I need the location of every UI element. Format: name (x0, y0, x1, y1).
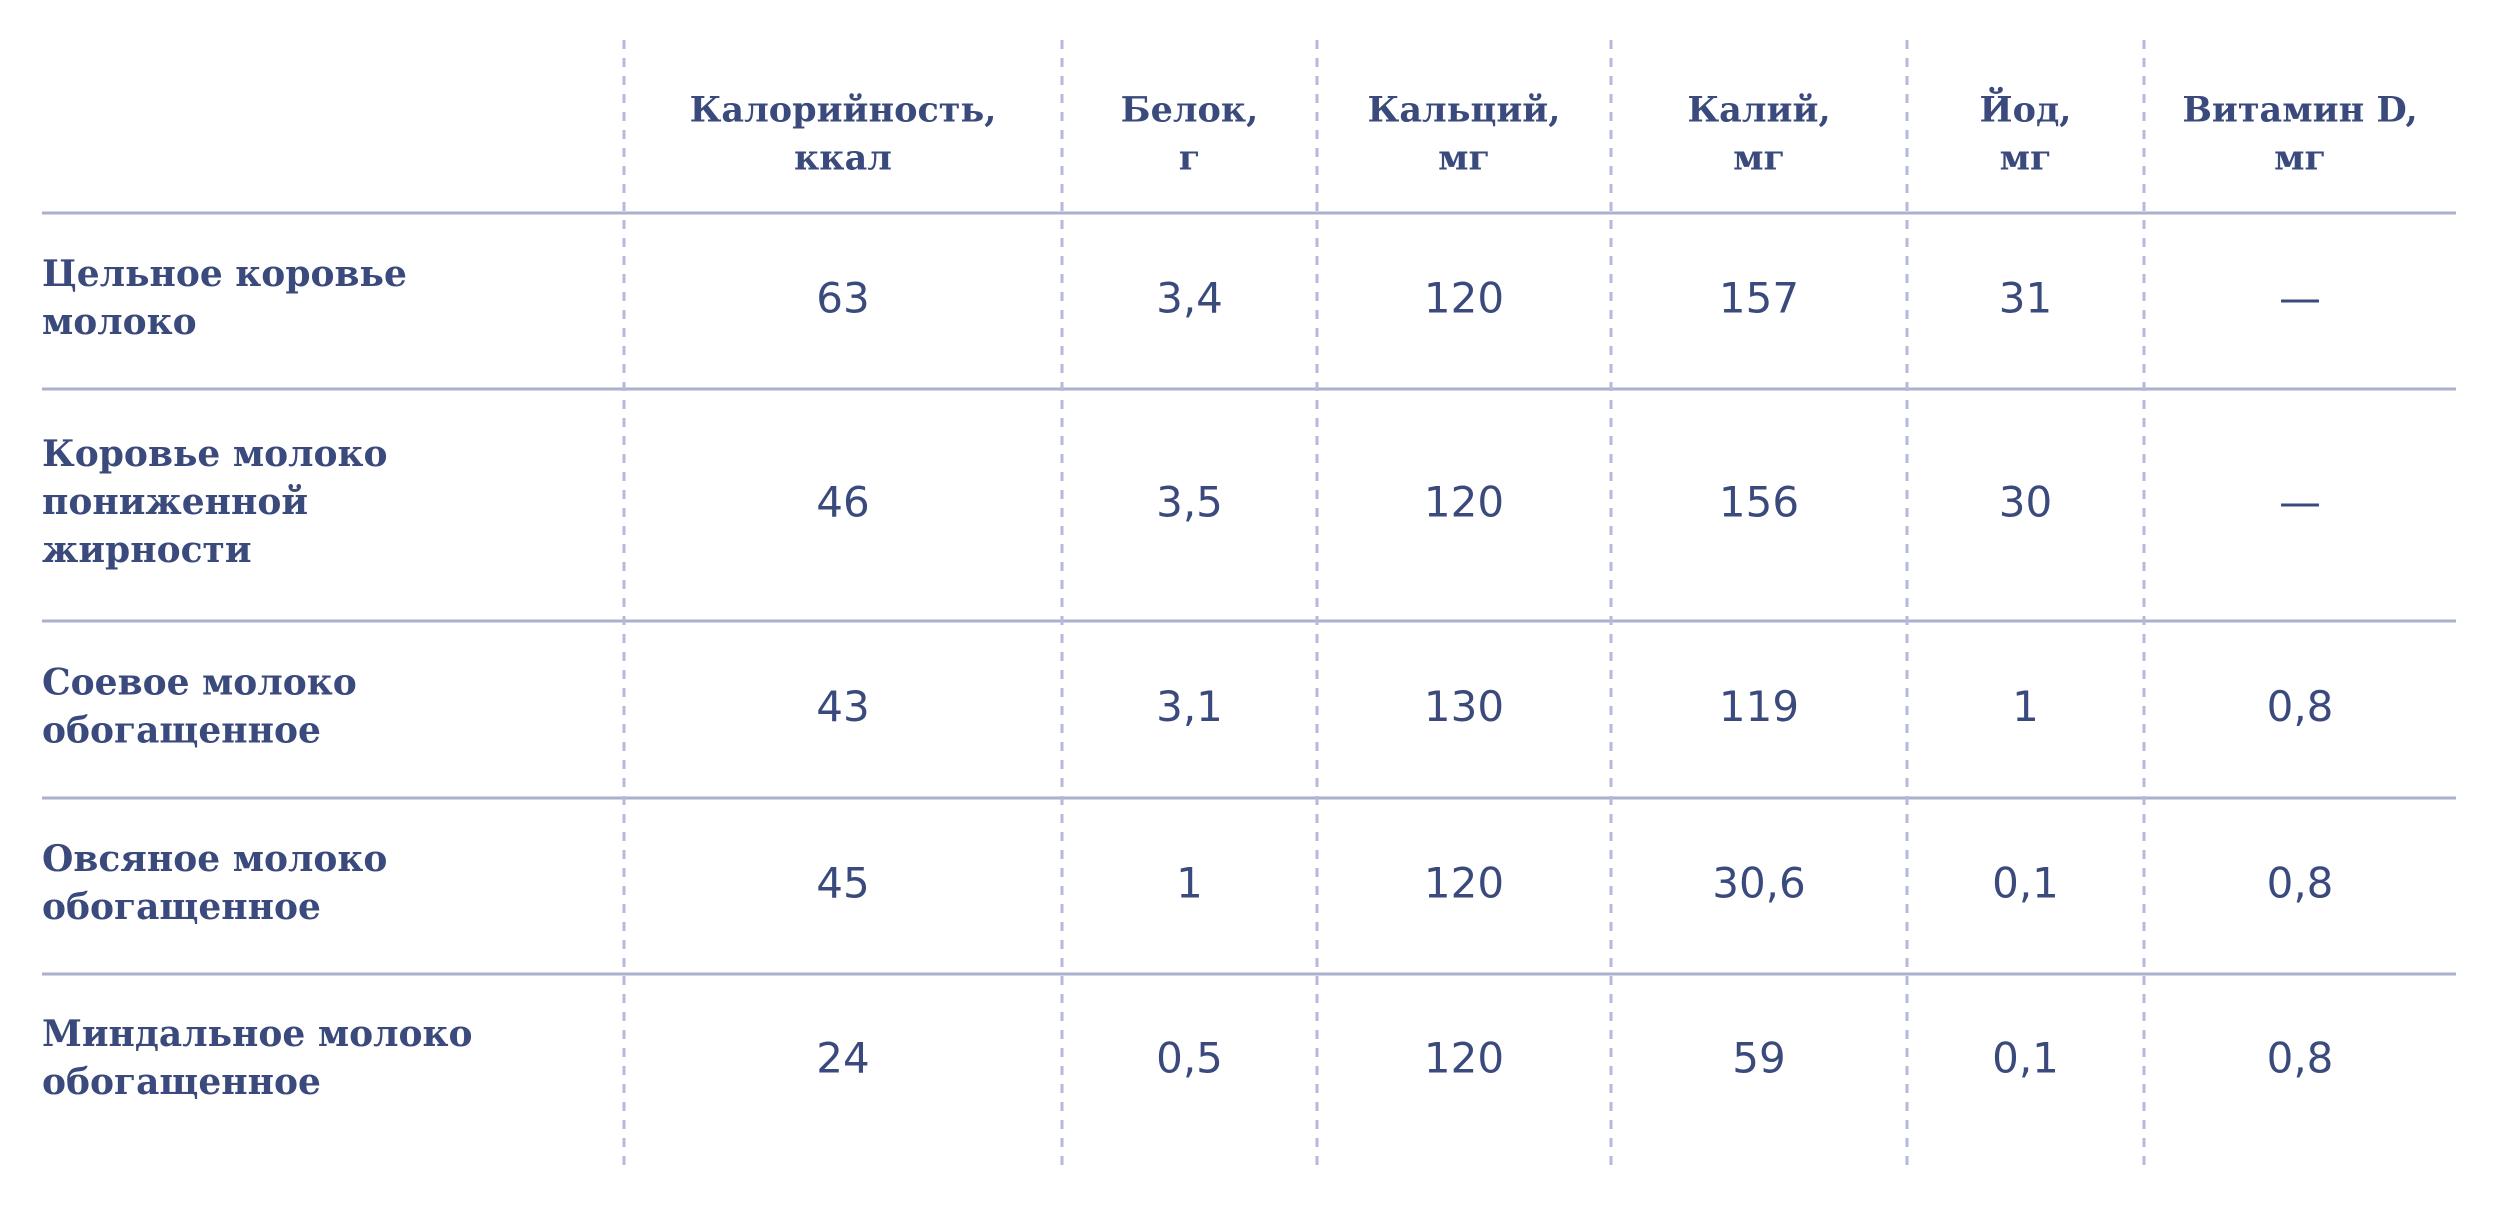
cell-value: 1 (1176, 859, 1203, 908)
cell-value: 0,8 (2267, 1034, 2334, 1083)
column-header: мг (1733, 138, 1785, 179)
column-header: мг (1438, 138, 1490, 179)
column-header: мг (2274, 138, 2326, 179)
column-header: мг (2000, 138, 2052, 179)
row-name: жирности (42, 529, 252, 571)
cell-value: 156 (1719, 478, 1799, 527)
row-name: Миндальное молоко (42, 1013, 473, 1055)
cell-value: 130 (1424, 682, 1504, 731)
column-header: Йод, (1980, 86, 2072, 131)
row-name: Овсяное молоко (42, 838, 387, 880)
cell-value: 30,6 (1712, 859, 1806, 908)
cell-value: 0,8 (2267, 859, 2334, 908)
column-header: Белок, (1121, 90, 1259, 131)
column-header: Витамин D, (2182, 90, 2417, 131)
cell-value: 3,1 (1156, 682, 1223, 731)
cell-value: 3,5 (1156, 478, 1223, 527)
cell-value: 45 (816, 859, 869, 908)
cell-value: 120 (1424, 478, 1504, 527)
row-name: обогащенное (42, 886, 321, 928)
cell-value: 63 (816, 274, 869, 323)
cell-value: 3,4 (1156, 274, 1223, 323)
cell-value: 1 (2012, 682, 2039, 731)
cell-value: 31 (1999, 274, 2052, 323)
cell-value: — (2279, 274, 2321, 323)
cell-value: 0,5 (1156, 1034, 1223, 1083)
row-name: Цельное коровье (42, 253, 407, 295)
cell-value: 30 (1999, 478, 2052, 527)
column-header: Калорийность, (690, 90, 997, 131)
row-name: Соевое молоко (42, 662, 357, 704)
column-header: г (1179, 138, 1200, 179)
column-header: Кальций, (1368, 90, 1561, 131)
cell-value: 119 (1719, 682, 1799, 731)
row-name: пониженной (42, 481, 308, 523)
cell-value: 46 (816, 478, 869, 527)
row-name: Коровье молоко (42, 433, 388, 475)
cell-value: 0,1 (1992, 859, 2059, 908)
row-name: обогащенное (42, 1061, 321, 1103)
cell-value: 0,8 (2267, 682, 2334, 731)
cell-value: 120 (1424, 274, 1504, 323)
row-name: молоко (42, 301, 197, 343)
cell-value: 120 (1424, 859, 1504, 908)
column-header: ккал (794, 138, 892, 179)
cell-value: 59 (1732, 1034, 1785, 1083)
row-name: обогащенное (42, 710, 321, 752)
cell-value: 43 (816, 682, 869, 731)
cell-value: 157 (1719, 274, 1799, 323)
cell-value: — (2279, 478, 2321, 527)
column-header: Калий, (1687, 90, 1830, 131)
cell-value: 120 (1424, 1034, 1504, 1083)
cell-value: 24 (816, 1034, 869, 1083)
cell-value: 0,1 (1992, 1034, 2059, 1083)
